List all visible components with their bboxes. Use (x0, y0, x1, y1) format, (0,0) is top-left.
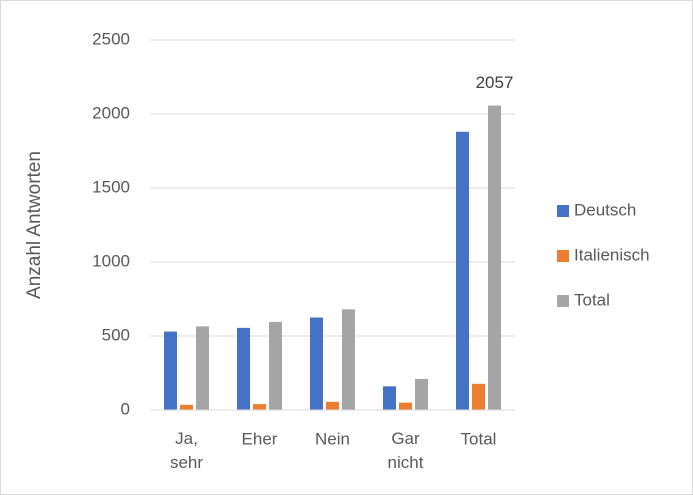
x-tick-label: Ja, sehr (170, 429, 203, 472)
y-tick-label: 1500 (92, 177, 130, 196)
bar (456, 131, 469, 410)
y-tick-label: 2500 (92, 29, 130, 48)
bar (415, 378, 428, 410)
x-tick-label: Nein (315, 429, 350, 448)
legend-swatch (557, 250, 569, 262)
bar (472, 383, 485, 410)
bar (164, 331, 177, 410)
bar (342, 309, 355, 410)
x-tick-label: Eher (242, 429, 278, 448)
bar (237, 327, 250, 410)
bar (399, 402, 412, 410)
data-label: 2057 (476, 73, 514, 92)
y-tick-label: 0 (121, 399, 130, 418)
bar (253, 404, 266, 410)
x-tick-label: Gar nicht (388, 429, 424, 472)
x-tick-label: Total (461, 429, 497, 448)
bar (488, 105, 501, 411)
legend-swatch (557, 205, 569, 217)
bar (196, 326, 209, 410)
legend-label: Italienisch (574, 245, 650, 264)
bar (310, 317, 323, 410)
y-tick-label: 2000 (92, 103, 130, 122)
bar (269, 321, 282, 410)
y-tick-label: 1000 (92, 251, 130, 270)
y-tick-label: 500 (102, 325, 130, 344)
y-axis-label: Anzahl Antworten (24, 151, 45, 299)
legend-label: Total (574, 290, 610, 309)
legend-label: Deutsch (574, 200, 636, 219)
legend-swatch (557, 295, 569, 307)
bar (326, 401, 339, 410)
bar (383, 386, 396, 410)
bar (180, 404, 193, 410)
